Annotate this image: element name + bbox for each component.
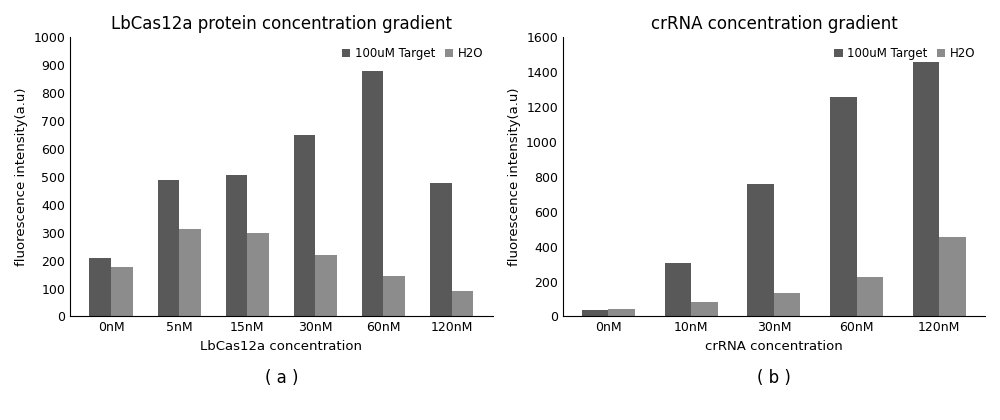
Bar (608, 310, 635, 316)
Y-axis label: fluorescence intensity(a.u): fluorescence intensity(a.u) (508, 88, 521, 266)
Bar (315, 255, 337, 316)
Title: crRNA concentration gradient: crRNA concentration gradient (651, 15, 897, 33)
Bar (362, 71, 383, 316)
Bar (857, 277, 883, 316)
Bar (913, 62, 939, 316)
Title: LbCas12a protein concentration gradient: LbCas12a protein concentration gradient (111, 15, 452, 33)
Bar (383, 276, 405, 316)
Bar (747, 184, 774, 316)
Bar (939, 237, 966, 316)
Bar (226, 176, 247, 316)
Bar (179, 228, 201, 316)
Bar (111, 267, 133, 316)
Bar (774, 293, 800, 316)
Bar (452, 291, 473, 316)
Bar (691, 302, 718, 316)
Bar (830, 97, 857, 316)
Bar (665, 263, 691, 316)
Bar (430, 183, 452, 316)
Bar (89, 258, 111, 316)
Bar (247, 233, 269, 316)
Text: ( b ): ( b ) (757, 369, 791, 387)
Y-axis label: fluorescence intensity(a.u): fluorescence intensity(a.u) (15, 88, 28, 266)
Text: ( a ): ( a ) (265, 369, 298, 387)
X-axis label: LbCas12a concentration: LbCas12a concentration (200, 340, 362, 353)
Bar (158, 180, 179, 316)
Legend: 100uM Target, H2O: 100uM Target, H2O (831, 43, 979, 63)
Legend: 100uM Target, H2O: 100uM Target, H2O (338, 43, 487, 63)
Bar (294, 135, 315, 316)
Bar (582, 310, 608, 316)
X-axis label: crRNA concentration: crRNA concentration (705, 340, 843, 353)
